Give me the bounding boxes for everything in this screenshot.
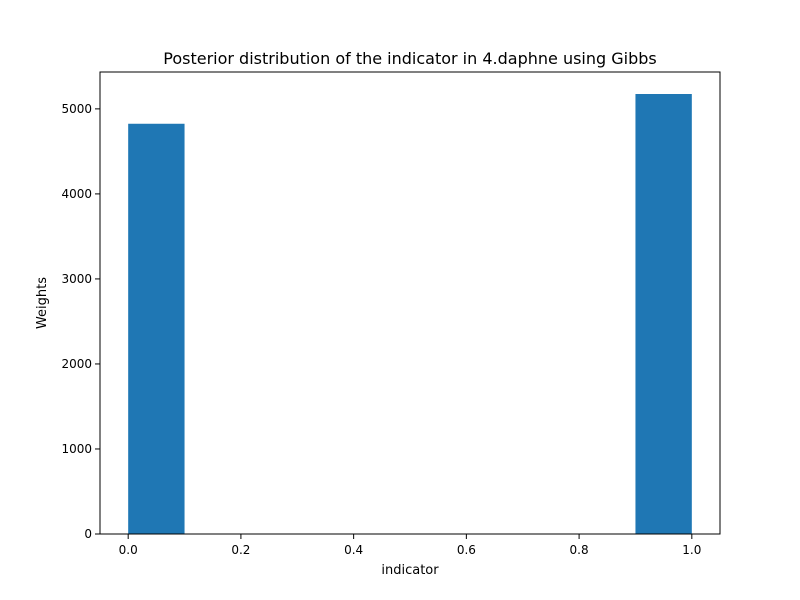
x-tick-label: 0.2 (231, 543, 250, 557)
histogram-bar-9 (635, 94, 692, 534)
x-tick-label: 0.6 (457, 543, 476, 557)
x-tick-label: 1.0 (682, 543, 701, 557)
y-tick-label: 1000 (61, 442, 92, 456)
y-tick-label: 4000 (61, 187, 92, 201)
histogram-bar-0 (128, 123, 185, 534)
x-axis-ticks: 0.0 0.2 0.4 0.6 0.8 1.0 (119, 534, 701, 557)
x-axis-label: indicator (381, 563, 439, 578)
bars-group (128, 94, 692, 534)
x-tick-label: 0.4 (344, 543, 363, 557)
chart-title: Posterior distribution of the indicator … (163, 49, 657, 68)
y-axis-label: Weights (35, 277, 50, 329)
y-tick-label: 3000 (61, 272, 92, 286)
y-axis-ticks: 0 1000 2000 3000 4000 5000 (61, 102, 100, 541)
y-tick-label: 5000 (61, 102, 92, 116)
x-tick-label: 0.0 (119, 543, 138, 557)
plot-frame (99, 71, 721, 535)
y-tick-label: 0 (84, 527, 92, 541)
x-tick-label: 0.8 (570, 543, 589, 557)
y-tick-label: 2000 (61, 357, 92, 371)
